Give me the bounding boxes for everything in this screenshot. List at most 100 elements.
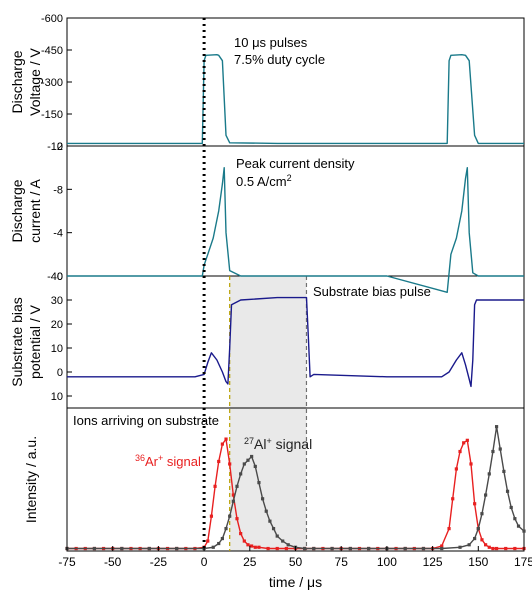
data-point: [92, 546, 97, 551]
label-ion: Al: [254, 436, 266, 452]
data-point: [231, 493, 235, 497]
label-mass: 27: [244, 436, 254, 446]
y-tick-label: -8: [53, 184, 63, 196]
data-point: [462, 441, 466, 445]
y-tick-label: -150: [41, 109, 63, 121]
data-point: [257, 481, 261, 485]
data-point: [494, 546, 499, 551]
x-axis-label: time / μs: [269, 574, 322, 590]
data-point: [224, 437, 228, 441]
data-point: [242, 462, 246, 466]
data-point: [484, 543, 488, 547]
data-point: [257, 545, 261, 549]
label-rest: signal: [272, 436, 312, 452]
series-label-al: 27Al+ signal: [244, 436, 312, 452]
x-tick-label: 50: [289, 555, 303, 569]
data-point: [451, 497, 455, 501]
data-point: [231, 499, 235, 503]
data-point: [469, 462, 473, 466]
y-tick-label: -40: [47, 271, 63, 283]
data-point: [175, 546, 179, 551]
data-point: [246, 543, 250, 547]
data-point: [505, 489, 510, 493]
data-point: [275, 546, 279, 551]
data-point: [239, 531, 243, 536]
data-point: [235, 517, 239, 521]
data-point: [476, 527, 480, 531]
label-charge: +: [266, 436, 271, 446]
data-point: [209, 514, 214, 518]
data-point: [421, 546, 426, 551]
data-point: [120, 546, 124, 551]
y-tick-label: -12: [47, 141, 63, 153]
data-point: [473, 536, 477, 541]
annotation-peak-current: Peak current density: [236, 156, 355, 171]
y-axis-label-line2: potential / V: [27, 304, 43, 379]
data-point: [440, 544, 444, 548]
label-mass: 36: [135, 453, 145, 463]
data-point: [487, 545, 491, 549]
bias-window-shade: [229, 276, 307, 551]
data-point: [491, 449, 495, 454]
data-point: [211, 545, 215, 549]
data-point: [487, 472, 491, 476]
data-point: [348, 546, 352, 551]
data-point: [250, 544, 254, 548]
annotation-current-density: 0.5 A/cm2: [236, 173, 292, 189]
y-tick-label: 10: [51, 343, 63, 355]
data-point: [494, 425, 499, 429]
annotation-bias-pulse: Substrate bias pulse: [313, 284, 431, 299]
data-point: [513, 546, 517, 551]
y-tick-label: 0: [57, 367, 63, 379]
data-point: [284, 546, 288, 551]
data-point: [206, 539, 210, 543]
x-tick-label: -75: [58, 555, 76, 569]
data-point: [491, 546, 495, 551]
y-tick-label: 0: [57, 271, 63, 283]
y-axis-label: Intensity / a.u.: [23, 436, 39, 523]
data-point: [498, 447, 502, 451]
series-line: [67, 54, 524, 145]
data-point: [147, 546, 151, 551]
panel-3: -40 30 20 10 0 10 Substrate bias potential / V: [9, 271, 525, 409]
x-tick-label: 175: [514, 555, 532, 569]
data-point: [447, 527, 451, 531]
data-point: [224, 527, 228, 531]
annotation-superscript: 2: [287, 173, 292, 183]
data-point: [473, 502, 477, 506]
panel-1: -600 -450 -300 -150 0 Discharge Voltage / V: [9, 13, 525, 153]
y-tick-label: -450: [41, 45, 63, 57]
panel-3-series: [67, 296, 524, 388]
data-point: [220, 536, 224, 541]
data-point: [268, 519, 272, 523]
panel-2-series: [67, 166, 524, 293]
x-tick-label: 150: [468, 555, 488, 569]
annotation-duty-cycle: 7.5% duty cycle: [234, 52, 325, 67]
data-point: [480, 512, 484, 516]
data-point: [228, 462, 232, 466]
x-tick-label: 25: [243, 555, 257, 569]
data-point: [239, 472, 243, 476]
x-tick-label: 125: [423, 555, 443, 569]
y-tick-label: -300: [41, 77, 63, 89]
y-tick-label: 30: [51, 295, 63, 307]
label-charge: +: [158, 453, 163, 463]
annotation-ions-arriving: Ions arriving on substrate: [73, 413, 219, 428]
data-point: [513, 517, 517, 521]
panel-4-series: [65, 425, 526, 551]
data-point: [403, 546, 407, 551]
data-point: [303, 546, 307, 551]
data-point: [242, 539, 246, 543]
data-point: [220, 442, 224, 446]
y-axis-label-line2: Voltage / V: [27, 47, 43, 115]
data-point: [502, 469, 506, 474]
y-tick-label: 10: [51, 391, 63, 403]
y-axis-label-line1: Discharge: [9, 179, 25, 242]
data-point: [522, 529, 526, 533]
series-label-ar: 36Ar+ signal: [135, 453, 201, 469]
data-point: [367, 546, 371, 551]
x-tick-label: -25: [150, 555, 168, 569]
